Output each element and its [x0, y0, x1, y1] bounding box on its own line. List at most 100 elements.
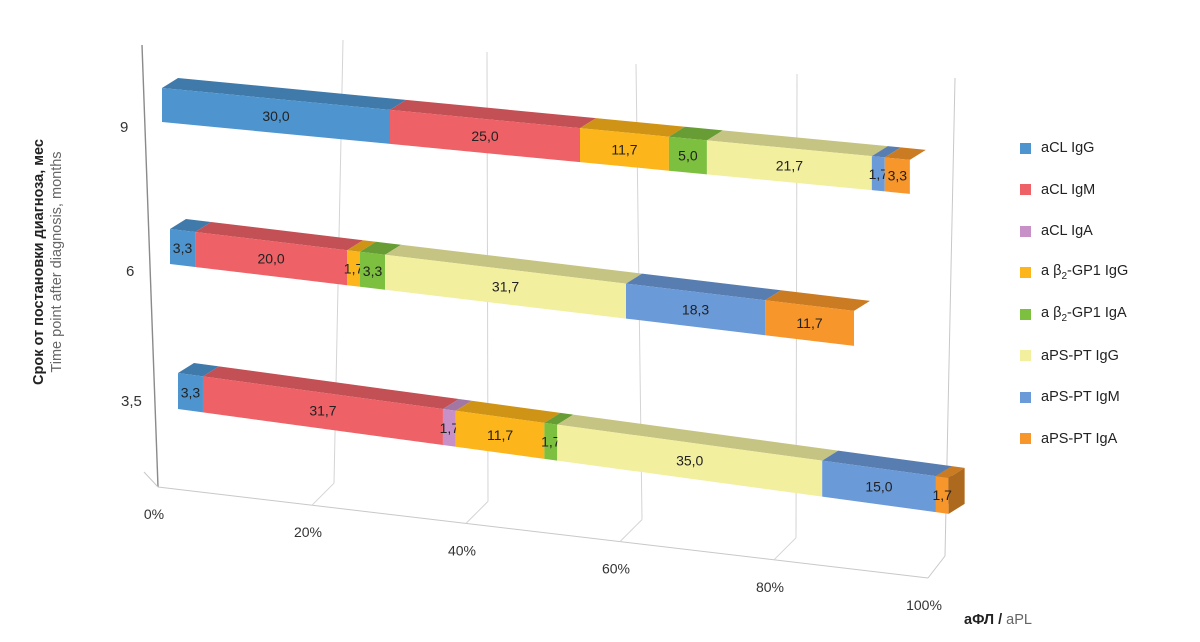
bar-segment [442, 409, 456, 447]
legend-item: aCL IgA [1020, 219, 1128, 243]
data-label: 11,7 [487, 427, 513, 443]
bar-segment [385, 254, 626, 319]
bar-segment-top [202, 366, 459, 410]
legend-label: a β2-GP1 IgA [1041, 304, 1127, 324]
legend-label: aCL IgM [1041, 181, 1096, 198]
bar-segment-top [442, 399, 472, 411]
bar-segment [580, 128, 669, 171]
x-axis-title-ru: аФЛ [964, 612, 995, 628]
legend-swatch [1020, 142, 1031, 154]
legend-item: aPS-PT IgG [1020, 344, 1128, 368]
bar-segment-top [195, 222, 364, 251]
data-label: 18,3 [682, 301, 709, 317]
bar-segment-top [170, 219, 212, 233]
bar-segment-side [948, 467, 965, 514]
bar-segment [390, 109, 580, 163]
bar-segment [455, 410, 545, 459]
bar-segment [162, 88, 390, 144]
bar-segment [871, 156, 885, 192]
bar-segment-top [544, 412, 574, 425]
bar-segment-top [557, 414, 839, 461]
data-label: 11,7 [611, 141, 637, 157]
legend-label: aPS-PT IgA [1041, 430, 1118, 447]
x-tick-label: 100% [906, 597, 942, 613]
x-tick-label: 40% [448, 542, 476, 558]
legend-label: aCL IgA [1041, 223, 1093, 239]
floor-right-edge [927, 555, 946, 579]
bar-segment [202, 376, 443, 446]
x-tick-label: 80% [756, 579, 784, 595]
bar-segment-top [822, 450, 952, 477]
bar-segment [626, 283, 766, 336]
legend-item: aCL IgG [1020, 136, 1128, 160]
data-label: 21,7 [776, 157, 803, 173]
bar-segment-top [360, 241, 402, 255]
bar-segment [557, 424, 823, 497]
floor-gridline [619, 519, 643, 542]
bar-segment [360, 251, 386, 290]
floor-gridline [465, 501, 489, 524]
bar-segment-top [706, 130, 888, 157]
bar-row: 3,3 31,7 1,7 11,7 1,7 35,0 15,0 1,7 [178, 363, 965, 514]
data-label: 1,7 [541, 434, 561, 450]
bar-segment-top [765, 290, 870, 311]
floor-gridline [311, 482, 335, 506]
data-label: 31,7 [309, 403, 336, 419]
data-label: 25,0 [471, 128, 498, 144]
legend-item: aCL IgM [1020, 178, 1128, 202]
bar-row: 3,320,01,7 3,331,718,311,7 [170, 219, 870, 346]
data-label: 1,7 [440, 420, 460, 436]
bar-segment [170, 229, 196, 268]
bar-segment-top [455, 400, 561, 423]
x-tick-label: 60% [602, 561, 630, 577]
data-label: 31,7 [492, 279, 519, 295]
bar-row: 30,0 25,0 11,7 5,0 21,7 1,7 3,3 [162, 78, 926, 194]
x-axis-title: аФЛ / aPL [964, 612, 1032, 628]
legend-item: aPS-PT IgM [1020, 385, 1128, 409]
y-tick-label: 9 [120, 119, 128, 136]
y-axis-categories: 963,5 [120, 119, 142, 410]
bar-segment [178, 373, 203, 413]
x-axis-ticks: 0% 20% 40% 60% 80% 100% [144, 506, 942, 613]
legend-item: a β2-GP1 IgG [1020, 261, 1128, 285]
x-axis-title-sep: / [994, 612, 1007, 628]
legend-swatch [1020, 184, 1031, 195]
bar-segment-top [626, 273, 782, 301]
chart-bars: 30,025,011,7 5,021,71,7 3,33,320,01,7 3,331… [162, 78, 965, 514]
x-axis-title-en: aPL [1006, 612, 1032, 628]
bar-segment-top [668, 126, 723, 141]
x-tick-label: 0% [144, 506, 164, 522]
chart-legend: aCL IgG aCL IgM aCL IgA a β2-GP1 IgG a β2-GP… [1020, 136, 1128, 468]
bar-segment-top [162, 78, 406, 110]
legend-label: aPS-PT IgG [1041, 347, 1119, 364]
bar-segment [706, 140, 872, 191]
legend-label: aCL IgG [1041, 140, 1095, 156]
floor-gridline [773, 537, 797, 561]
bar-segment-top [347, 240, 376, 252]
floor-left-edge [143, 471, 159, 488]
data-label: 20,0 [257, 251, 284, 267]
legend-label: a β2-GP1 IgG [1041, 263, 1129, 282]
data-label: 35,0 [676, 453, 703, 469]
bar-segment [935, 476, 949, 514]
floor-front-edge [157, 486, 929, 579]
data-label: 1,7 [869, 166, 889, 182]
bar-segment-top [390, 99, 596, 129]
bar-segment [668, 136, 707, 175]
data-label: 11,7 [796, 315, 822, 331]
legend-item: a β2-GP1 IgA [1020, 302, 1128, 326]
legend-item: aPS-PT IgA [1020, 427, 1128, 451]
bar-segment [544, 422, 558, 461]
data-label: 1,7 [932, 487, 952, 503]
y-axis-title-ru: Срок от постановки диагноза, мес [31, 139, 47, 385]
legend-swatch [1020, 391, 1031, 403]
legend-swatch [1020, 225, 1031, 237]
bar-segment-top [385, 244, 642, 284]
legend-swatch [1020, 433, 1031, 444]
y-axis-title-en: Time point after diagnosis, months [49, 151, 65, 373]
legend-swatch [1020, 308, 1031, 320]
data-label: 15,0 [865, 478, 892, 494]
data-label: 3,3 [888, 168, 908, 184]
legend-swatch [1020, 267, 1031, 278]
